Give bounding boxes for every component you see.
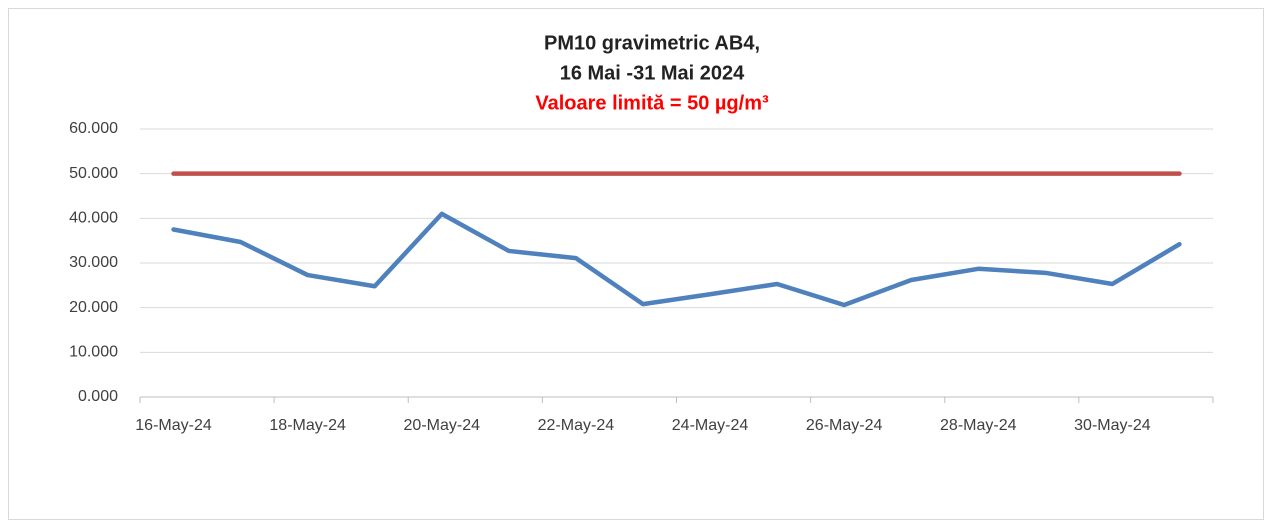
x-tick-label: 26-May-24 [806, 417, 883, 434]
chart-frame [8, 8, 1264, 520]
x-tick-label: 18-May-24 [269, 417, 346, 434]
x-tick-label: 30-May-24 [1074, 417, 1151, 434]
series-line [171, 211, 1182, 308]
y-tick-label: 40.000 [69, 210, 118, 227]
y-tick-label: 50.000 [69, 165, 118, 182]
chart-title: PM10 gravimetric AB4, [544, 32, 760, 54]
x-tick-label: 28-May-24 [940, 417, 1017, 434]
chart-title: 16 Mai -31 Mai 2024 [560, 62, 745, 84]
y-tick-label: 0.000 [78, 388, 118, 405]
x-tick-label: 22-May-24 [538, 417, 615, 434]
y-tick-label: 30.000 [69, 254, 118, 271]
x-tick-label: 16-May-24 [135, 417, 212, 434]
chart-subtitle: Valoare limită = 50 µg/m³ [535, 92, 769, 114]
x-tick-label: 20-May-24 [404, 417, 481, 434]
y-tick-label: 20.000 [69, 299, 118, 316]
y-tick-label: 10.000 [69, 344, 118, 361]
y-tick-label: 60.000 [69, 120, 118, 137]
x-tick-label: 24-May-24 [672, 417, 749, 434]
